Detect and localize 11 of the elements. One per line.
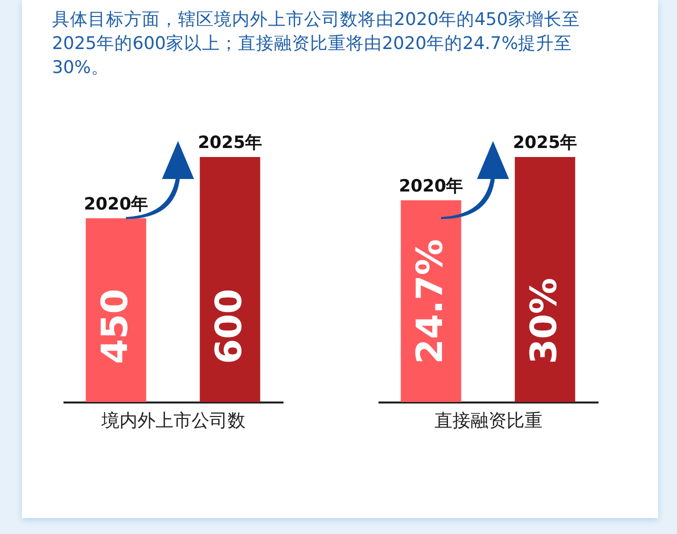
x-tick-label: 2020年	[84, 194, 148, 214]
data-label: 30%	[524, 278, 565, 364]
x-axis-title: 直接融资比重	[434, 410, 542, 432]
x-tick-label: 2025年	[512, 133, 578, 153]
x-tick-label: 2020年	[398, 176, 464, 196]
x-axis-title: 境内外上市公司数	[100, 410, 246, 432]
data-label: 600	[208, 288, 250, 364]
data-label: 450	[95, 288, 136, 364]
data-label: 24.7%	[410, 239, 452, 364]
chart-title: 具体目标方面，辖区境内外上市公司数将由2020年的450家增长至2025年的600家以上；直接融资比重将由2020年的24.7%提升至30%。	[52, 9, 581, 80]
x-tick-label: 2025年	[198, 133, 262, 153]
